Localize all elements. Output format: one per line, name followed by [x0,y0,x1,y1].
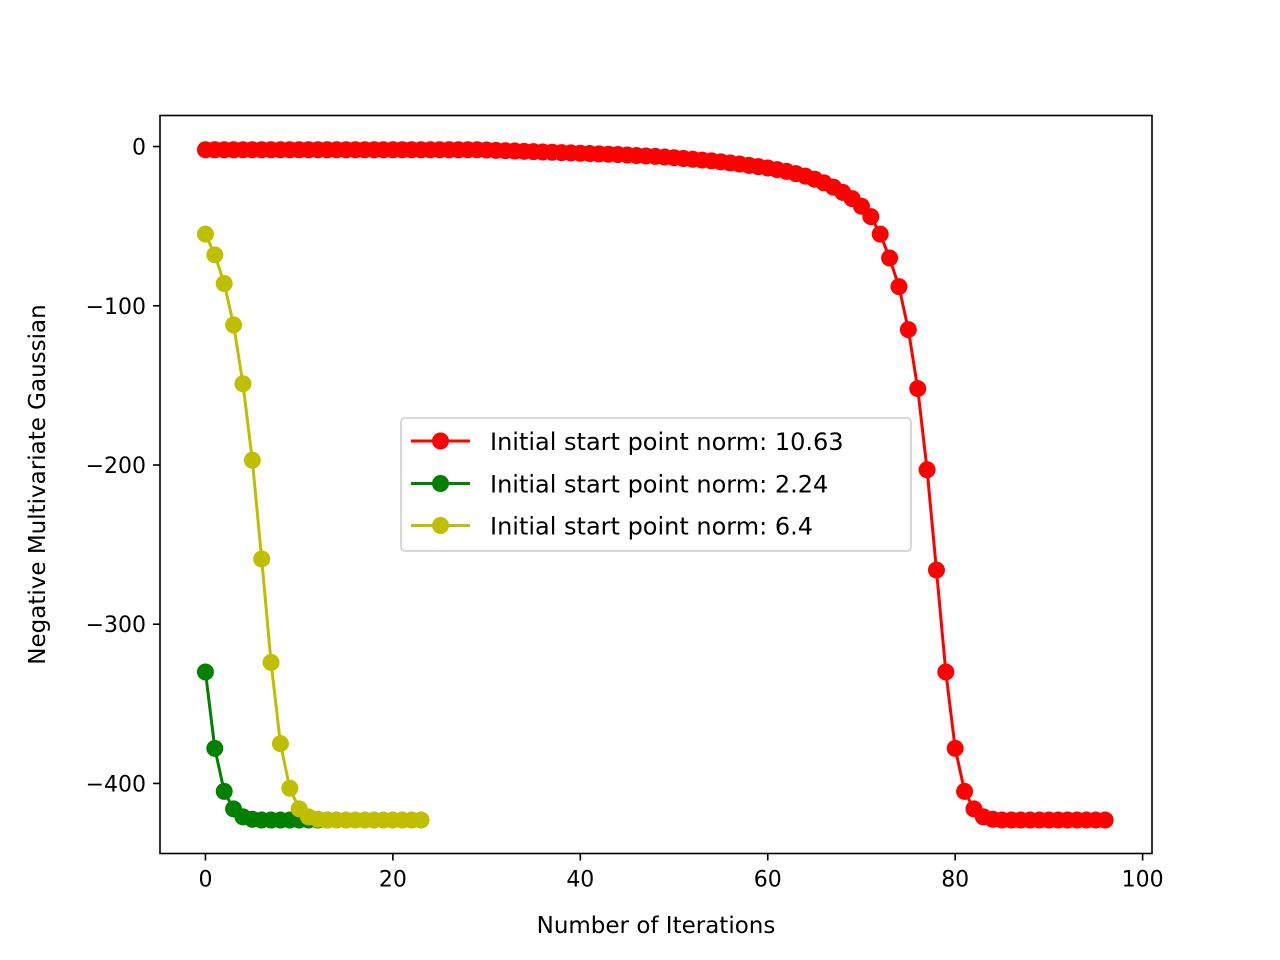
x-axis-label: Number of Iterations [537,913,776,939]
data-point [937,663,955,681]
data-point [881,249,899,267]
legend-entry-2: Initial start point norm: 2.24 [411,471,828,499]
y-axis-ticks: 0 −100 −200 −300 −400 [86,136,160,797]
x-axis-ticks: 0 20 40 60 80 100 [198,853,1164,893]
data-point [871,225,889,243]
x-tick-label: 20 [379,868,407,893]
data-point [206,739,224,757]
data-point [262,653,280,671]
data-point [215,274,233,292]
data-point [956,782,974,800]
data-point [243,451,261,469]
data-point [946,739,964,757]
legend-marker-3 [432,517,449,534]
data-point [215,782,233,800]
data-point [927,561,945,579]
x-tick-label: 100 [1122,868,1164,893]
data-point [196,663,214,681]
plot-frame [159,114,1153,855]
legend-entry-1: Initial start point norm: 10.63 [411,428,844,456]
y-tick-label: 0 [132,136,146,161]
x-tick-label: 40 [566,868,594,893]
data-point [281,779,299,797]
y-tick-label: −400 [86,772,146,797]
data-point [890,278,908,296]
data-point [225,316,243,334]
y-tick-label: −200 [86,454,146,479]
data-point [1096,811,1114,829]
legend-entry-3: Initial start point norm: 6.4 [411,513,813,541]
y-tick-label: −100 [86,295,146,320]
series-markers [196,141,1114,829]
legend: Initial start point norm: 10.63 Initial … [400,417,912,552]
legend-label-2: Initial start point norm: 2.24 [490,471,828,499]
data-point [918,461,936,479]
data-point [234,375,252,393]
data-point [909,380,927,398]
series-3-points [196,225,430,829]
legend-marker-1 [432,432,449,450]
legend-marker-2 [432,475,449,492]
legend-label-3: Initial start point norm: 6.4 [490,513,813,541]
legend-label-1: Initial start point norm: 10.63 [490,428,844,456]
data-point [206,246,224,264]
y-tick-label: −300 [86,613,146,638]
x-tick-label: 0 [198,868,212,893]
x-tick-label: 60 [754,868,782,893]
legend-frame [400,417,912,552]
data-point [899,321,917,339]
y-axis-label: Negative Multivariate Gaussian [25,304,51,664]
data-point [196,225,214,243]
data-point [271,735,289,753]
series-1-points [196,141,1114,829]
data-point [412,811,430,829]
x-tick-label: 80 [941,868,969,893]
data-point [253,550,271,568]
data-point [862,208,880,226]
